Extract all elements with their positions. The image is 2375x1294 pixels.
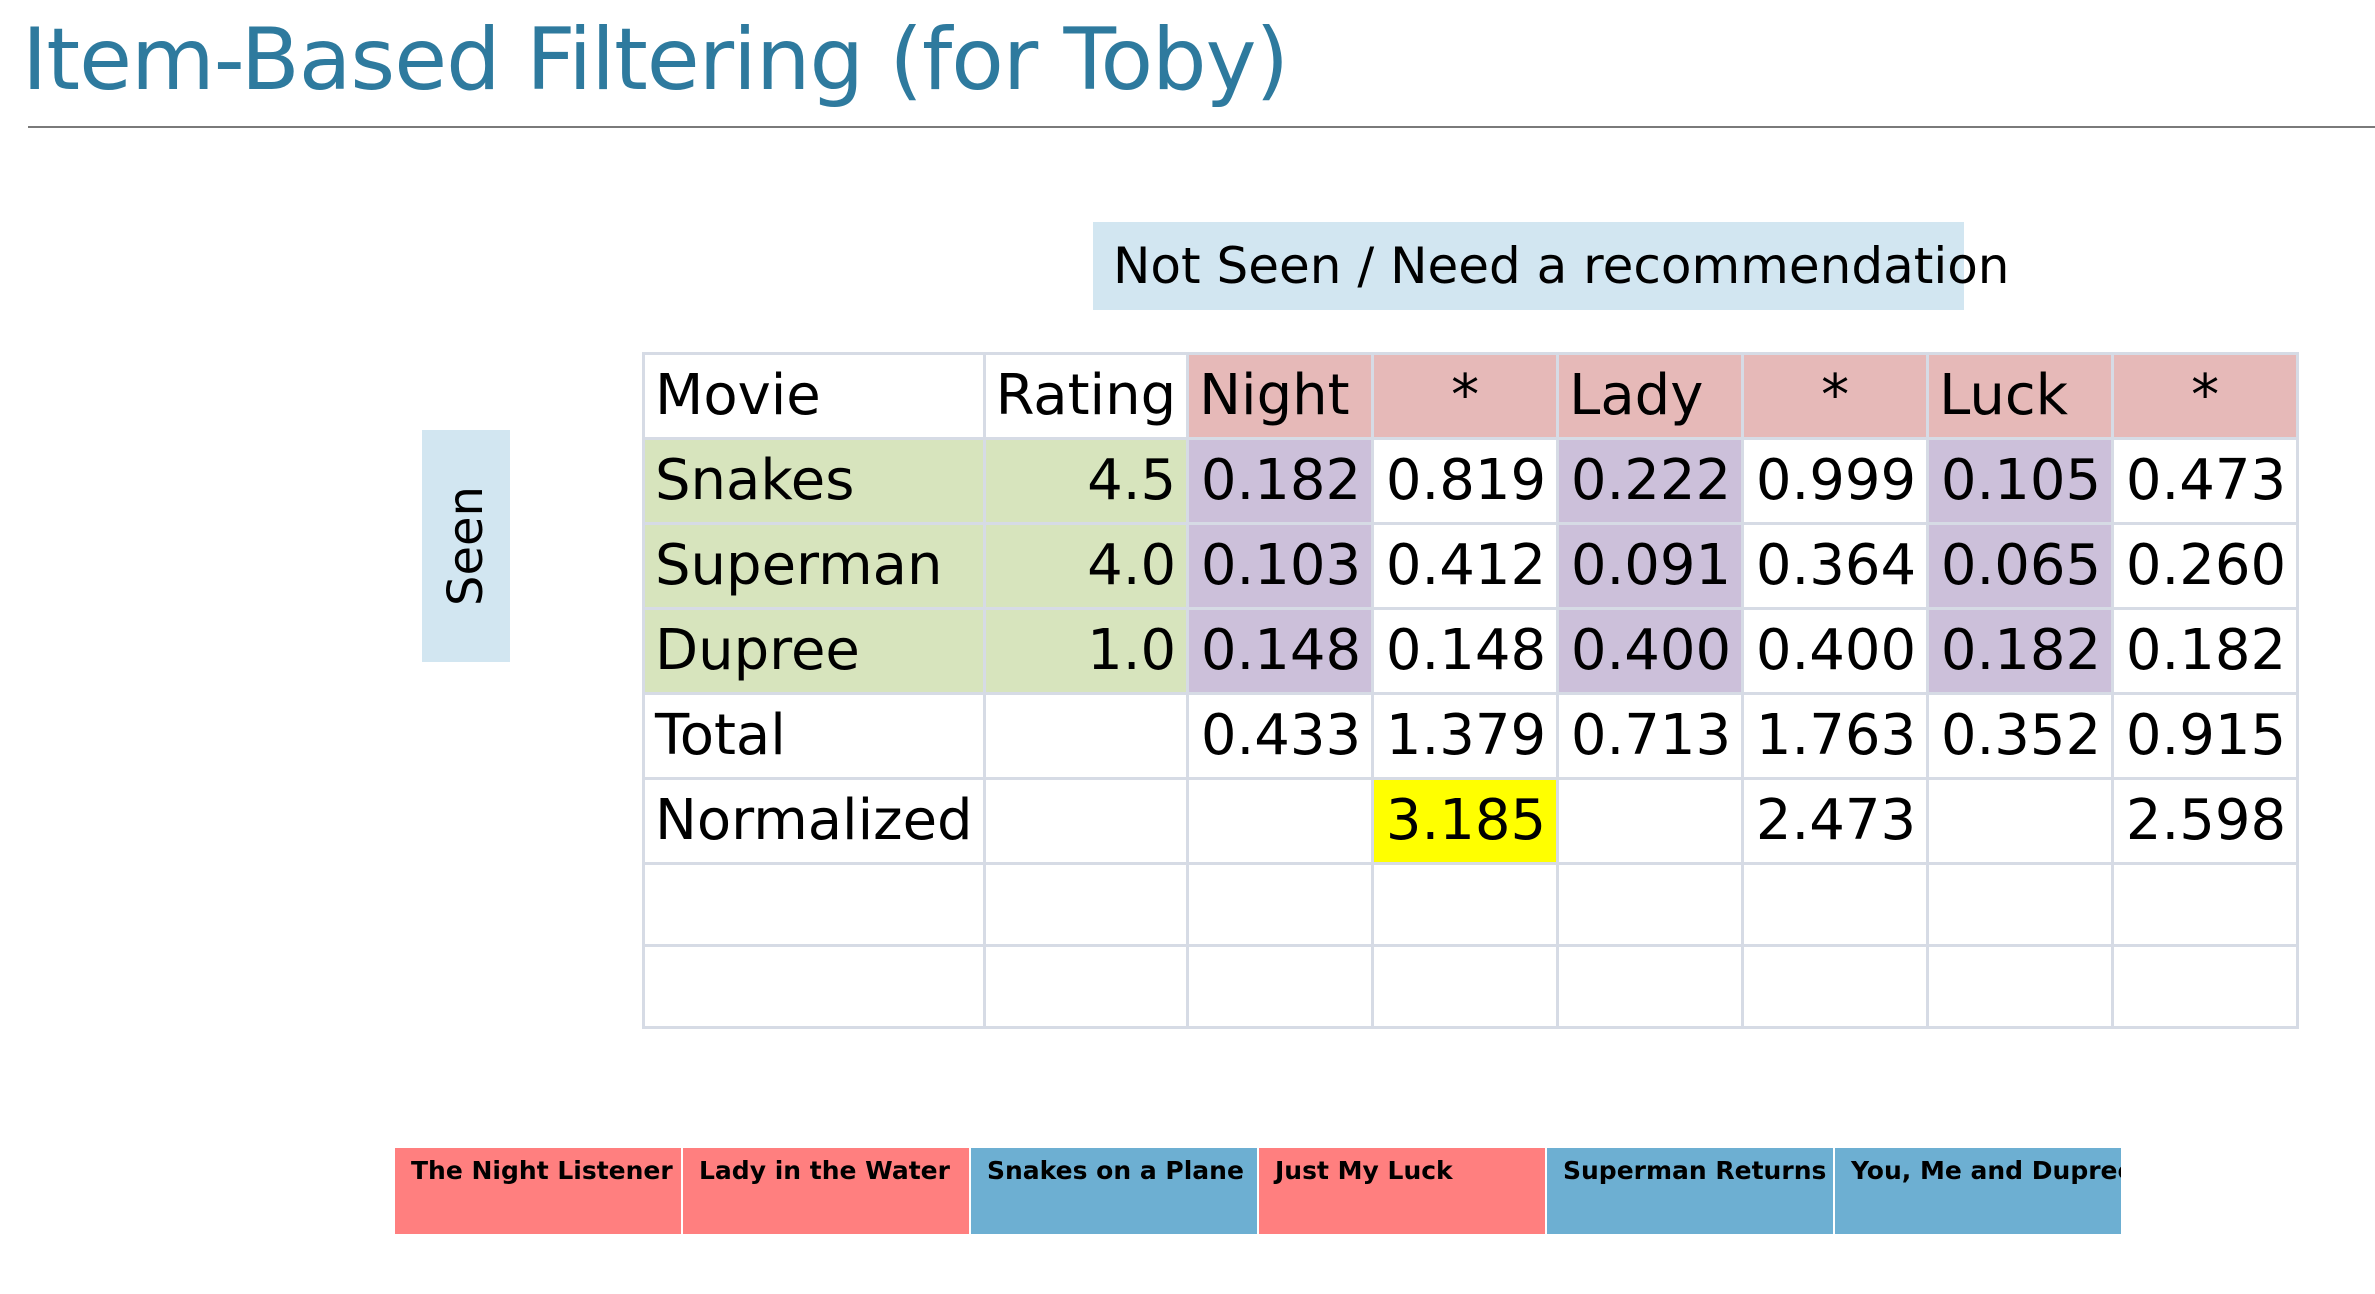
header-luck-weighted: * [2111,352,2300,440]
cell-weighted: 0.182 [2111,607,2300,695]
table-row: Dupree 1.0 0.148 0.148 0.400 0.400 0.182… [642,607,2300,695]
cell-similarity: 0.182 [1186,437,1375,525]
table-row: Snakes 4.5 0.182 0.819 0.222 0.999 0.105… [642,437,2300,525]
total-label: Total [642,692,986,780]
cell-similarity: 0.091 [1556,522,1745,610]
total-night-weighted: 1.379 [1371,692,1560,780]
cell-similarity: 0.222 [1556,437,1745,525]
cell-similarity: 0.148 [1186,607,1375,695]
normalized-luck-score: 2.598 [2111,777,2300,865]
empty-cell [1926,862,2115,947]
normalized-luck-empty [1926,777,2115,865]
normalized-row: Normalized 3.185 2.473 2.598 [642,777,2300,865]
empty-cell [642,944,986,1029]
empty-cell [1741,944,1930,1029]
header-row: Movie Rating Night * Lady * Luck * [642,352,2300,440]
empty-cell [982,692,1190,780]
empty-cell [1186,862,1375,947]
empty-cell [1186,944,1375,1029]
movie-legend: The Night Listener Lady in the Water Sna… [395,1148,2123,1234]
normalized-lady-empty [1556,777,1745,865]
page-title: Item-Based Filtering (for Toby) [22,10,1289,110]
empty-cell [1926,944,2115,1029]
cell-weighted: 0.364 [1741,522,1930,610]
cell-similarity: 0.065 [1926,522,2115,610]
legend-item-night-listener: The Night Listener [395,1148,683,1234]
cell-similarity: 0.105 [1926,437,2115,525]
normalized-lady-score: 2.473 [1741,777,1930,865]
header-luck: Luck [1926,352,2115,440]
cell-weighted: 0.473 [2111,437,2300,525]
legend-item-just-my-luck: Just My Luck [1259,1148,1547,1234]
row-movie: Snakes [642,437,986,525]
normalized-night-score: 3.185 [1371,777,1560,865]
row-rating: 4.5 [982,437,1190,525]
cell-weighted: 0.819 [1371,437,1560,525]
cell-weighted: 0.260 [2111,522,2300,610]
recommendation-table: Movie Rating Night * Lady * Luck * Snake… [642,352,2300,1029]
seen-label: Seen [438,486,494,606]
row-movie: Superman [642,522,986,610]
not-seen-banner: Not Seen / Need a recommendation [1093,222,2009,310]
empty-cell [1371,944,1560,1029]
empty-cell [1371,862,1560,947]
header-lady: Lady [1556,352,1745,440]
empty-cell [1741,862,1930,947]
row-rating: 4.0 [982,522,1190,610]
total-lady: 0.713 [1556,692,1745,780]
empty-cell [982,777,1190,865]
cell-similarity: 0.103 [1186,522,1375,610]
seen-banner: Seen [422,430,510,662]
header-night: Night [1186,352,1375,440]
normalized-night-empty [1186,777,1375,865]
empty-cell [642,862,986,947]
legend-item-snakes-on-a-plane: Snakes on a Plane [971,1148,1259,1234]
total-row: Total 0.433 1.379 0.713 1.763 0.352 0.91… [642,692,2300,780]
cell-weighted: 0.400 [1741,607,1930,695]
cell-similarity: 0.400 [1556,607,1745,695]
empty-cell [982,944,1190,1029]
row-rating: 1.0 [982,607,1190,695]
legend-item-lady-in-the-water: Lady in the Water [683,1148,971,1234]
table-row: Superman 4.0 0.103 0.412 0.091 0.364 0.0… [642,522,2300,610]
empty-cell [1556,862,1745,947]
total-luck-weighted: 0.915 [2111,692,2300,780]
total-luck: 0.352 [1926,692,2115,780]
empty-cell [1556,944,1745,1029]
empty-cell [2111,944,2300,1029]
header-movie: Movie [642,352,986,440]
empty-cell [982,862,1190,947]
header-rating: Rating [982,352,1190,440]
total-lady-weighted: 1.763 [1741,692,1930,780]
cell-weighted: 0.148 [1371,607,1560,695]
total-night: 0.433 [1186,692,1375,780]
cell-weighted: 0.999 [1741,437,1930,525]
title-divider [28,126,2375,128]
empty-row [642,862,2300,947]
legend-item-you-me-and-dupree: You, Me and Dupree [1835,1148,2123,1234]
empty-cell [2111,862,2300,947]
header-lady-weighted: * [1741,352,1930,440]
empty-row [642,944,2300,1029]
cell-weighted: 0.412 [1371,522,1560,610]
cell-similarity: 0.182 [1926,607,2115,695]
header-night-weighted: * [1371,352,1560,440]
legend-item-superman-returns: Superman Returns [1547,1148,1835,1234]
normalized-label: Normalized [642,777,986,865]
row-movie: Dupree [642,607,986,695]
